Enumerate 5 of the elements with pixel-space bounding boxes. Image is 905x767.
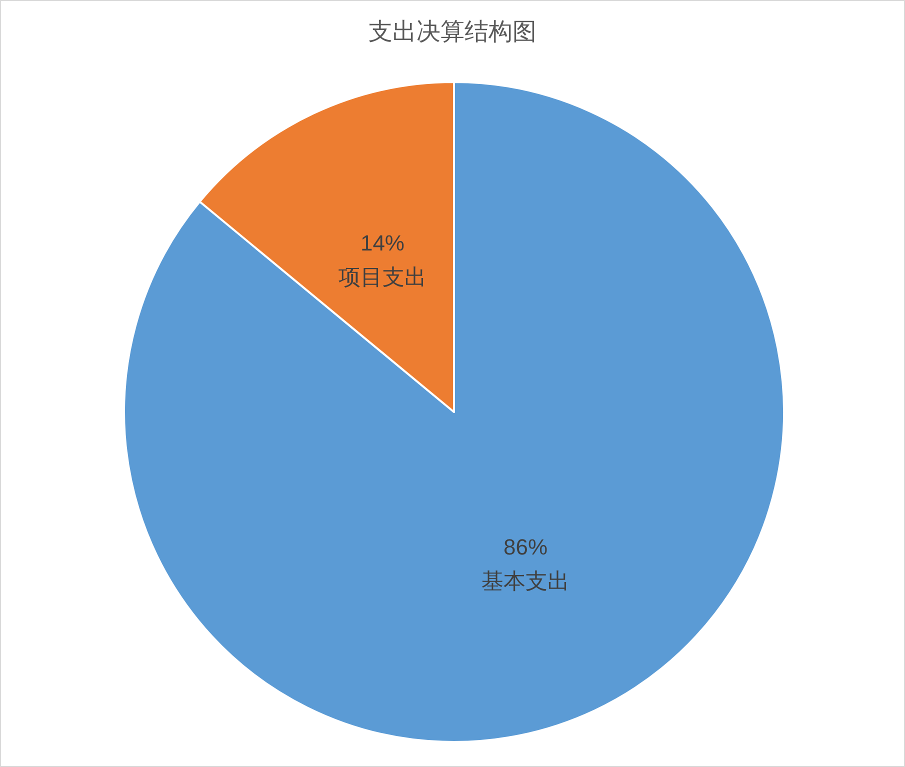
slice-label: 基本支出 — [482, 568, 570, 594]
slice-label: 项目支出 — [338, 264, 426, 290]
chart-title: 支出决算结构图 — [368, 18, 536, 46]
data-label: 14% — [360, 230, 404, 256]
data-label: 86% — [504, 534, 548, 560]
